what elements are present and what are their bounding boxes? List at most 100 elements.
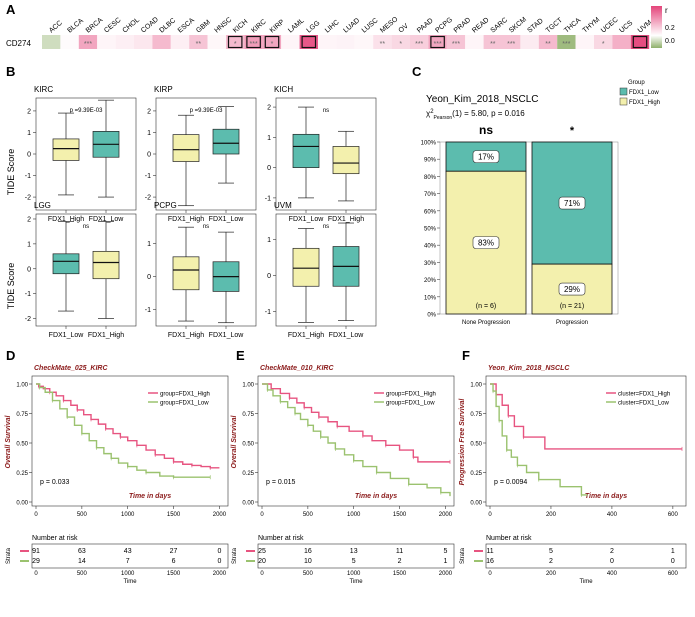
heatmap-col-label: UCEC [600,16,620,34]
heatmap-cell [60,35,79,49]
boxplot-pvalue: ns [83,224,89,230]
panel-letter-d: D [6,348,15,363]
boxplot-ytick-label: -2 [25,195,31,202]
legend-swatch-high [619,97,628,106]
risk-frame [31,543,229,569]
boxplot-ytick-label: -1 [265,309,271,316]
heatmap-col-label: ESCA [177,17,196,35]
risk-xlabel: Time [123,579,137,585]
tide-ylabel-bottom: TIDE Score [6,263,16,310]
heatmap-cell [373,35,392,49]
km-ytick-label: 0.00 [470,501,482,507]
heatmap-col-label: ACC [48,20,64,35]
km-xtick-label: 0 [260,512,264,518]
boxplot-title: KIRP [154,85,173,94]
stacked-ytick-label: 0% [427,313,436,319]
boxplot-box [212,128,240,155]
heatmap-cell [446,35,466,49]
km-ytick-label: 0.75 [470,412,482,418]
heatmap-cell [336,35,355,49]
boxplot-ytick-label: -1 [265,195,271,202]
km-legend-label: group=FDX1_Low [386,401,435,407]
risk-xtick-label: 0 [34,571,38,577]
risk-xtick-label: 1000 [121,571,135,577]
km-curve-fdx1-high [262,383,450,463]
heatmap-col-label: SKCM [508,16,528,34]
stacked-ytick-label: 70% [424,192,437,198]
boxplot-frame [275,97,377,211]
km-ytick-label: 0.75 [16,412,28,418]
heatmap-col-label: KICH [232,18,249,34]
heatmap-cell [244,35,263,49]
boxplot-ytick-label: 1 [267,135,271,142]
heatmap-col-label: OV [398,22,411,34]
boxplot-xtick-label: FDX1_High [168,332,204,339]
stacked-significance: ns [479,123,493,137]
risk-xtick-label: 600 [668,571,679,577]
heatmap-row-label: CD274 [6,39,31,48]
risk-frame [485,543,687,569]
km-ytick-label: 1.00 [242,383,254,389]
boxplot-title: UVM [274,201,292,210]
boxplot-pvalue: ns [323,108,329,114]
km-xtick-label: 0 [488,512,492,518]
heatmap-col-label: LUSC [361,17,380,34]
km-ytick-label: 0.00 [16,501,28,507]
heatmap-cell [630,35,650,49]
stacked-legend-title: Group [628,80,645,86]
risk-xtick-label: 2000 [439,571,453,577]
boxplot-box [172,256,200,291]
stacked-legend-high: FDX1_High [629,100,660,106]
heatmap-cell [538,35,558,49]
stacked-title: Yeon_Kim_2018_NSCLC [426,94,539,105]
heatmap-cell [299,35,318,49]
boxplot-box [92,250,120,280]
stacked-ytick-label: 40% [424,244,437,250]
heatmap-cell [410,35,429,49]
risk-count: 11 [486,548,493,555]
stacked-stat-sup: 2 [430,109,434,115]
risk-count: 2 [398,558,402,565]
risk-title: Number at risk [486,535,532,542]
heatmap-cell [226,35,245,49]
km-title: CheckMate_010_KIRC [260,365,334,372]
km-ylabel: Progression Free Survival [459,398,466,486]
risk-count: 0 [217,558,221,565]
legend-swatch-low [619,87,628,96]
risk-title: Number at risk [32,535,78,542]
risk-strata-label: Strata [232,547,238,564]
heatmap-col-label: READ [471,17,490,35]
km-xtick-label: 0 [34,512,38,518]
stacked-stat-text: (1) = 5.80, p = 0.016 [452,109,525,118]
risk-xtick-label: 0 [488,571,492,577]
heatmap-cell [170,35,190,49]
stacked-significance: * [570,125,575,137]
boxplot-ytick-label: -1 [25,173,31,180]
risk-xtick-label: 0 [260,571,264,577]
risk-count: 0 [217,548,221,555]
heatmap-col-label: BLCA [66,17,85,34]
heatmap-cell [134,35,153,49]
heatmap-col-label: MESO [379,16,400,35]
heatmap-legend-bar [651,6,662,48]
heatmap-col-label: UVM [637,19,654,34]
risk-count: 29 [32,558,40,565]
heatmap-cell [189,35,208,49]
stacked-label-high: 83% [478,239,494,248]
boxplot-box [292,247,320,287]
km-legend-label: group=FDX1_Low [160,401,209,407]
risk-count: 43 [124,548,132,555]
stacked-label-box [558,196,586,210]
risk-count: 7 [126,558,130,565]
stacked-ytick-label: 90% [424,158,437,164]
heatmap-cell [97,35,116,49]
heatmap-star: * [399,41,402,48]
heatmap-cell [152,35,171,49]
boxplot-pvalue: p =9.39E-03 [190,108,224,114]
stacked-n-label: (n = 6) [476,303,496,310]
stacked-label-box [472,150,500,163]
boxplot-ytick-label: 2 [147,108,151,115]
heatmap-cell [318,35,337,49]
boxplot-pvalue: ns [323,224,329,230]
boxplot-box [292,133,320,168]
